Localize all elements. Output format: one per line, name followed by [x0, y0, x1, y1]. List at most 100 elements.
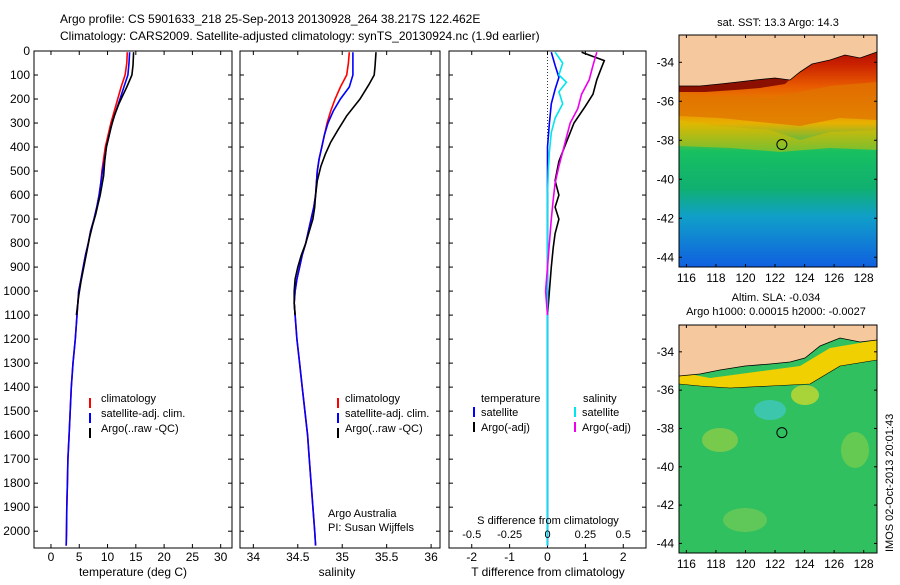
depth-tick-label: 1500: [3, 404, 30, 418]
sla-map-lon-label: 120: [735, 557, 755, 571]
temperature-xtick-label: 20: [157, 550, 171, 564]
depth-tick-label: 1300: [3, 356, 30, 370]
temperature-xtick-label: 0: [48, 550, 55, 564]
sst-map-lon-label: 120: [735, 271, 755, 285]
salinity-legend: climatology satellite-adj. clim. Argo(..…: [337, 393, 429, 438]
sst-map-title: sat. SST: 13.3 Argo: 14.3: [717, 17, 839, 29]
difference-legend-s-satellite: satellite: [582, 407, 619, 419]
temperature-panel: 0100200300400500600700800900100011001200…: [3, 44, 233, 579]
salinity-xtick-label: 35: [336, 550, 350, 564]
temperature-xlabel: temperature (deg C): [79, 565, 187, 579]
sla-lon-ticks: 116 118 120 122 124 126 128: [677, 325, 874, 571]
sst-map-lon-label: 128: [854, 271, 874, 285]
depth-tick-label: 100: [10, 68, 30, 82]
difference-top-tick-label: -0.5: [462, 529, 481, 541]
difference-xtick-label: -2: [466, 550, 477, 564]
sla-map-lat-label: -38: [657, 421, 675, 435]
sla-land: [679, 325, 877, 376]
depth-tick-label: 0: [23, 44, 30, 58]
temperature-series-satellite-adj-clim-: [65, 52, 131, 546]
sst-map-lon-label: 118: [706, 271, 725, 285]
sst-field: [679, 35, 877, 267]
sst-orange-band: [679, 82, 877, 126]
sla-map-lon-label: 118: [706, 557, 725, 571]
depth-tick-label: 1700: [3, 452, 30, 466]
sla-lat-ticks: -34 -36 -38 -40 -42 -44: [657, 345, 877, 550]
sla-yellow-patch-2: [702, 428, 738, 452]
sla-coastline: [679, 337, 877, 377]
salinity-legend-argo: Argo(..raw -QC): [345, 423, 423, 435]
difference-xtick-label: 2: [620, 550, 627, 564]
sst-land: [679, 35, 877, 86]
difference-legend-t-satellite: satellite: [481, 407, 518, 419]
temperature-legend: climatology satellite-adj. clim. Argo(..…: [89, 393, 185, 438]
difference-top-tick-label: 0: [544, 529, 550, 541]
sst-map-lat-label: -42: [657, 211, 675, 225]
difference-legend-t-argo: Argo(-adj): [481, 422, 530, 434]
salinity-xtick-label: 34: [247, 550, 261, 564]
difference-y-ticks: [449, 50, 646, 532]
difference-xtick-label: -1: [504, 550, 515, 564]
sst-map-lon-label: 122: [765, 271, 785, 285]
sst-lon-ticks: 116 118 120 122 124 126 128: [677, 35, 874, 285]
difference-legend-salinity-title: salinity: [583, 393, 617, 405]
depth-tick-label: 1000: [3, 284, 30, 298]
sla-map-title-1: Altim. SLA: -0.034: [732, 292, 821, 304]
difference-series: [544, 51, 606, 546]
salinity-xtick-label: 34.5: [286, 550, 310, 564]
temperature-xtick-label: 25: [186, 550, 200, 564]
sla-coastal-band: [679, 340, 877, 388]
pi-label: PI: Susan Wijffels: [328, 522, 414, 534]
salinity-series-satellite-adj-clim-: [293, 52, 354, 546]
sla-float-marker: [776, 427, 788, 439]
temperature-xtick-label: 30: [214, 550, 228, 564]
sst-coastline: [679, 51, 877, 87]
salinity-series: [293, 52, 377, 546]
sla-map-lat-label: -34: [657, 345, 675, 359]
sla-map-lon-label: 124: [795, 557, 815, 571]
sst-map-lon-label: 124: [795, 271, 815, 285]
salinity-y-ticks: [240, 50, 440, 532]
depth-tick-label: 700: [10, 212, 30, 226]
depth-tick-label: 1100: [4, 308, 30, 322]
sst-map-lat-label: -34: [657, 55, 675, 69]
depth-tick-label: 900: [10, 260, 30, 274]
sst-lat-ticks: -34 -36 -38 -40 -42 -44: [657, 55, 877, 264]
salinity-legend-climatology: climatology: [345, 393, 401, 405]
temperature-legend-satellite: satellite-adj. clim.: [101, 408, 185, 420]
sla-map-lat-label: -36: [657, 383, 675, 397]
sla-yellow-patch-4: [723, 508, 767, 532]
sla-map-lat-label: -42: [657, 498, 675, 512]
temperature-xtick-label: 5: [76, 550, 83, 564]
imos-timestamp: IMOS 02-Oct-2013 20:01:43: [884, 414, 896, 552]
sla-map-title-2: Argo h1000: 0.00015 h2000: -0.0027: [686, 306, 866, 318]
sla-map-lon-label: 126: [824, 557, 844, 571]
sst-yellow-band: [679, 120, 877, 152]
difference-legend: temperature salinity satellite Argo(-adj…: [473, 393, 631, 434]
temperature-legend-climatology: climatology: [101, 393, 157, 405]
sst-map-lon-label: 126: [824, 271, 844, 285]
salinity-axes-box: [239, 50, 441, 549]
sla-yellow-patch-3: [841, 432, 869, 468]
sla-field: [679, 325, 877, 553]
sst-map-lat-label: -44: [657, 250, 675, 264]
sst-map-frame: [678, 34, 878, 268]
temperature-series-climatology: [65, 52, 129, 546]
difference-series-s-argo-adj-: [544, 51, 598, 316]
sla-cyan-patch: [754, 400, 786, 420]
depth-tick-label: 300: [10, 116, 30, 130]
salinity-xtick-label: 35.5: [375, 550, 399, 564]
sst-float-marker: [776, 139, 788, 151]
salinity-xtick-label: 36: [424, 550, 438, 564]
header-line-2: Climatology: CARS2009. Satellite-adjuste…: [60, 29, 540, 43]
sla-map-lon-label: 128: [854, 557, 874, 571]
depth-tick-label: 800: [10, 236, 30, 250]
depth-tick-label: 1200: [3, 332, 30, 346]
salinity-legend-satellite: satellite-adj. clim.: [345, 408, 429, 420]
temperature-x-ticks: 0 5 10 15 20 25 30: [48, 51, 228, 564]
sst-map-lat-label: -38: [657, 133, 675, 147]
depth-tick-label: 200: [10, 92, 30, 106]
difference-top-tick-label: 0.5: [616, 529, 631, 541]
sla-map-lon-label: 116: [677, 557, 696, 571]
